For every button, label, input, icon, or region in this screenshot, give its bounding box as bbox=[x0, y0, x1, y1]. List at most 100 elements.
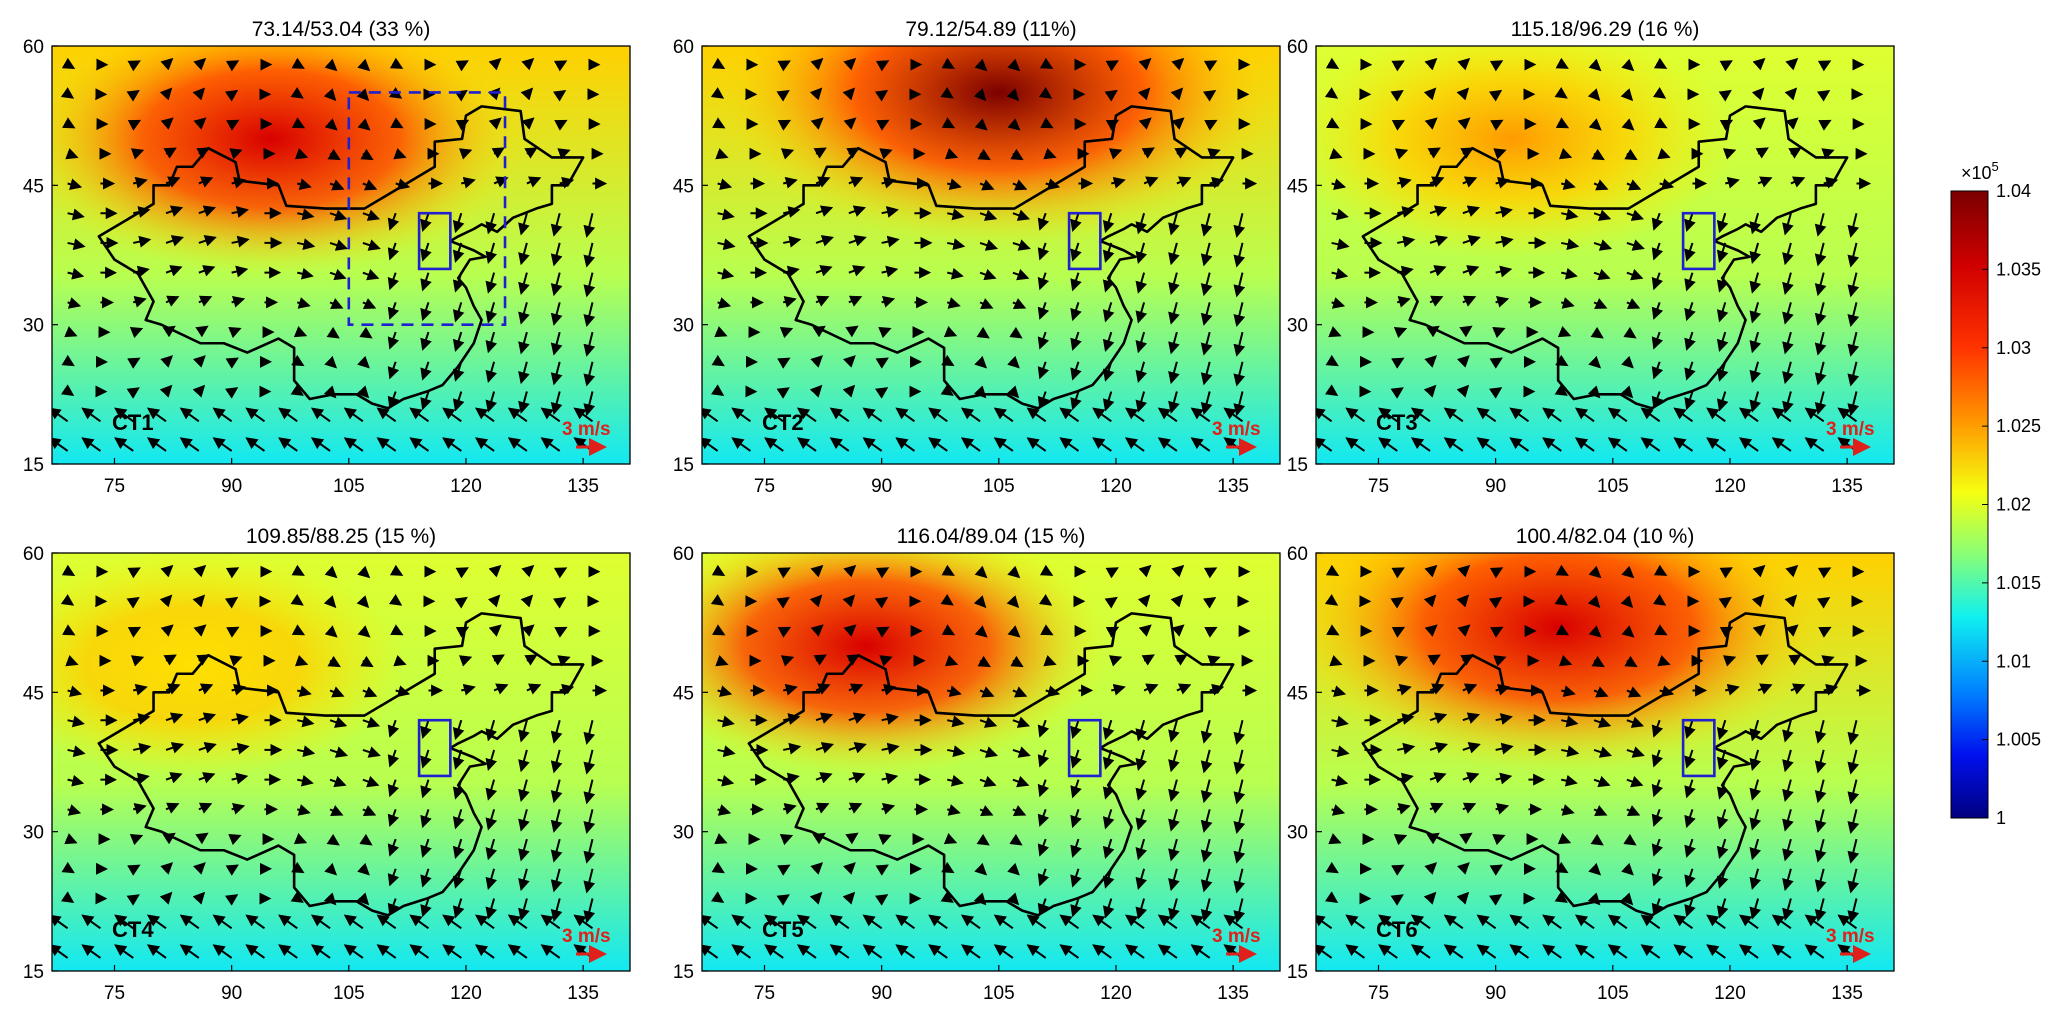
wind-arrow bbox=[362, 805, 377, 816]
wind-vectors bbox=[702, 57, 1258, 452]
x-tick-label: 75 bbox=[1368, 983, 1389, 1004]
wind-arrow bbox=[947, 745, 966, 758]
wind-arrow bbox=[1651, 272, 1664, 291]
wind-arrow bbox=[550, 302, 563, 326]
study-region-box bbox=[1067, 211, 1102, 271]
wind-arrow bbox=[126, 894, 140, 906]
wind-arrow bbox=[940, 384, 954, 396]
wind-arrow bbox=[1006, 385, 1020, 399]
wind-arrow bbox=[1620, 385, 1634, 399]
wind-arrow bbox=[1171, 117, 1185, 130]
wind-arrow bbox=[777, 119, 792, 131]
wind-arrow bbox=[452, 212, 465, 234]
wind-arrow bbox=[297, 685, 312, 698]
wind-arrow bbox=[1456, 384, 1470, 398]
wind-arrow bbox=[1782, 391, 1794, 414]
panels-layer: 73.14/53.04 (33 %) CT1 3 m/s 75 90 105 120 135 6… bbox=[23, 18, 1895, 1004]
wind-scale-label: 3 m/s bbox=[1826, 419, 1875, 440]
wind-arrow bbox=[783, 235, 802, 248]
wind-arrow bbox=[278, 407, 298, 423]
wind-arrow bbox=[1640, 437, 1661, 452]
wind-arrow bbox=[485, 302, 498, 324]
y-tick-label: 15 bbox=[23, 455, 44, 476]
wind-arrow bbox=[198, 235, 217, 247]
wind-arrow bbox=[1012, 268, 1030, 281]
wind-arrow bbox=[1462, 295, 1477, 307]
wind-arrow bbox=[1790, 176, 1806, 188]
wind-arrow bbox=[324, 625, 338, 638]
wind-arrow bbox=[1623, 326, 1637, 339]
wind-arrow bbox=[343, 407, 364, 423]
wind-arrow bbox=[796, 437, 817, 452]
wind-arrow bbox=[245, 407, 266, 423]
high-pressure-blob bbox=[52, 46, 528, 276]
wind-arrow bbox=[973, 595, 987, 609]
wind-arrow bbox=[1716, 302, 1729, 323]
wind-arrow bbox=[1462, 265, 1480, 277]
wind-arrow bbox=[1476, 437, 1497, 452]
wind-arrow bbox=[881, 235, 900, 248]
wind-arrow bbox=[557, 148, 571, 160]
wind-arrow bbox=[1168, 302, 1180, 325]
wind-arrow bbox=[1233, 391, 1246, 417]
wind-arrow bbox=[297, 238, 316, 251]
wind-arrow bbox=[842, 384, 856, 398]
wind-arrow bbox=[198, 265, 216, 277]
wind-arrow bbox=[550, 779, 563, 804]
wind-arrow bbox=[1070, 212, 1082, 232]
wind-arrow bbox=[1684, 361, 1696, 381]
wind-arrow bbox=[717, 208, 735, 221]
wind-arrow bbox=[1070, 391, 1082, 411]
wind-arrow bbox=[296, 297, 311, 309]
wind-arrow bbox=[409, 914, 430, 930]
wind-arrow bbox=[1039, 564, 1054, 576]
high-pressure-blob bbox=[702, 553, 1112, 777]
wind-arrow bbox=[1554, 87, 1568, 99]
wind-arrow bbox=[1037, 212, 1050, 231]
wind-arrow bbox=[1588, 355, 1602, 369]
wind-arrow bbox=[1233, 272, 1246, 298]
wind-arrow bbox=[126, 387, 140, 399]
y-tick-label: 30 bbox=[673, 823, 694, 844]
wind-arrow bbox=[1752, 117, 1766, 130]
wind-arrow bbox=[1847, 242, 1860, 268]
wind-arrow bbox=[357, 862, 370, 876]
wind-arrow bbox=[420, 361, 432, 381]
wind-arrow bbox=[876, 626, 890, 638]
wind-arrow bbox=[52, 944, 69, 959]
wind-arrow bbox=[1391, 119, 1406, 131]
wind-arrow bbox=[1492, 327, 1506, 339]
wind-arrow bbox=[127, 626, 142, 638]
colorbar-tick-label: 1.04 bbox=[1996, 181, 2031, 201]
wind-arrow bbox=[1509, 407, 1530, 423]
wind-arrow bbox=[132, 296, 147, 308]
x-tick-label: 90 bbox=[221, 476, 242, 497]
wind-arrow bbox=[583, 838, 596, 864]
wind-arrow bbox=[179, 407, 200, 423]
wind-arrow bbox=[947, 238, 966, 251]
wind-arrow bbox=[1233, 212, 1246, 238]
wind-arrow bbox=[810, 117, 824, 130]
wind-arrow bbox=[947, 267, 964, 280]
wind-arrow bbox=[1652, 87, 1667, 99]
wind-arrow bbox=[1203, 60, 1218, 72]
y-tick-label: 30 bbox=[1287, 823, 1308, 844]
wind-arrow bbox=[1574, 437, 1595, 452]
wind-arrow bbox=[878, 327, 892, 339]
y-tick-label: 60 bbox=[23, 37, 44, 58]
wind-arrow bbox=[163, 147, 177, 159]
wind-arrow bbox=[1749, 302, 1762, 324]
x-tick-label: 135 bbox=[1831, 476, 1863, 497]
wind-arrow bbox=[711, 57, 726, 69]
wind-arrow bbox=[127, 119, 142, 131]
wind-arrow bbox=[1012, 686, 1028, 698]
wind-arrow bbox=[442, 407, 462, 423]
wind-arrow bbox=[67, 745, 86, 758]
y-tick-label: 30 bbox=[23, 316, 44, 337]
wind-arrow bbox=[783, 742, 802, 755]
wind-arrow bbox=[409, 437, 430, 452]
wind-arrow bbox=[1495, 265, 1513, 278]
wind-arrow bbox=[362, 239, 381, 251]
wind-arrow bbox=[329, 686, 345, 698]
wind-arrow bbox=[941, 624, 956, 636]
